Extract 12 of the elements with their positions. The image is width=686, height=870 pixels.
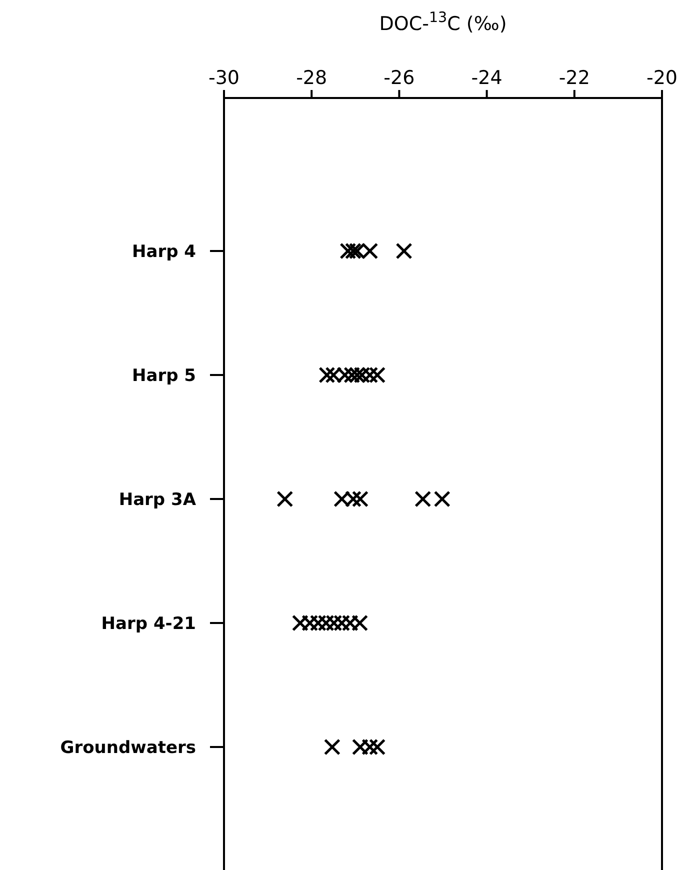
x-tick-label: -24: [471, 67, 502, 89]
y-tick-label: Harp 4: [132, 242, 196, 262]
x-tick-label: -22: [558, 67, 590, 89]
x-tick-label: -26: [384, 67, 415, 89]
y-tick-label: Harp 5: [132, 366, 196, 386]
y-tick-label: Harp 4-21: [101, 614, 196, 634]
y-tick-label: Harp 3A: [118, 490, 197, 510]
x-tick-label: -28: [296, 67, 328, 89]
x-tick-label: -30: [208, 67, 240, 89]
x-axis-title: DOC-$^{13}$C (‰): [379, 10, 507, 35]
y-tick-label: Groundwaters: [60, 738, 196, 758]
x-tick-label: -20: [646, 67, 678, 89]
